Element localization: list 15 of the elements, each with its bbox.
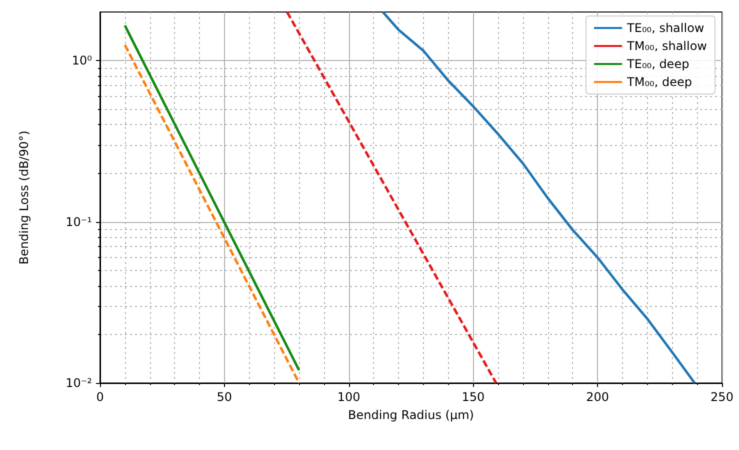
x-tick-label: 150	[462, 390, 485, 404]
x-axis-title: Bending Radius (µm)	[348, 408, 474, 422]
x-tick-label: 0	[96, 390, 104, 404]
legend-label: TE₀₀, deep	[626, 57, 690, 71]
y-tick-label: 10⁰	[72, 54, 92, 68]
x-tick-label: 50	[216, 390, 232, 404]
y-tick-label: 10⁻¹	[66, 214, 92, 229]
legend-label: TM₀₀, deep	[626, 75, 692, 89]
legend-label: TE₀₀, shallow	[626, 21, 704, 35]
y-axis-title: Bending Loss (dB/90°)	[17, 130, 31, 264]
y-tick-label: 10⁻²	[66, 376, 92, 390]
legend-label: TM₀₀, shallow	[626, 39, 708, 53]
x-tick-label: 200	[586, 390, 610, 404]
x-tick-label: 250	[710, 390, 734, 404]
x-tick-label: 100	[337, 390, 360, 404]
